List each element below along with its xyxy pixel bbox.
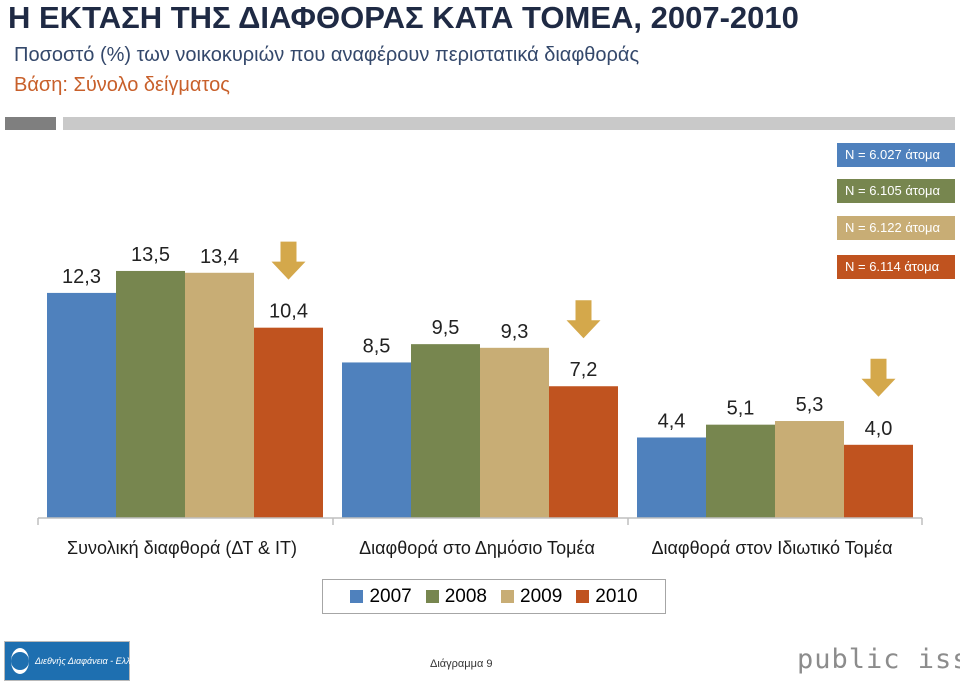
sample-size-2009: N = 6.122 άτομα [837, 216, 955, 240]
logo-left-text: Διεθνής Διαφάνεια - Ελλάς [35, 656, 140, 666]
data-label: 8,5 [363, 335, 391, 357]
data-label: 13,5 [131, 244, 170, 266]
legend-label: 2007 [369, 585, 412, 607]
sample-size-2010: N = 6.114 άτομα [837, 255, 955, 279]
bar-2010-1 [254, 327, 323, 518]
bar-2010-3 [844, 444, 913, 518]
down-arrow-icon [566, 300, 601, 339]
data-label: 5,3 [796, 394, 824, 416]
bar-2008-2 [411, 344, 480, 518]
bar-2008-3 [706, 424, 775, 518]
legend-swatch-2007 [350, 590, 364, 603]
legend-item-2008: 2008 [425, 585, 487, 608]
legend-item-2007: 2007 [350, 585, 412, 608]
bar-2010-2 [549, 386, 618, 518]
data-label: 5,1 [727, 398, 755, 420]
legend-item-2010: 2010 [576, 585, 638, 608]
header-divider-dark [5, 117, 56, 130]
bar-2009-1 [185, 272, 254, 518]
bar-2007-2 [342, 362, 411, 518]
public-issue-logo[interactable]: public issue [797, 644, 960, 675]
transparency-international-logo[interactable]: Διεθνής Διαφάνεια - Ελλάς [4, 641, 140, 681]
legend-label: 2009 [520, 585, 563, 607]
bar-2009-3 [775, 421, 844, 518]
data-label: 4,0 [865, 418, 893, 440]
category-label: Διαφθορά στον Ιδιωτικό Τομέα [652, 538, 893, 558]
data-label: 10,4 [269, 301, 308, 323]
category-label: Διαφθορά στο Δημόσιο Τομέα [359, 538, 595, 558]
header-divider-light [63, 117, 955, 130]
legend-swatch-2008 [425, 590, 439, 603]
legend-swatch-2010 [576, 590, 590, 603]
globe-icon [11, 648, 29, 674]
sample-base: Βάση: Σύνολο δείγματος [14, 74, 230, 96]
data-label: 13,4 [200, 246, 239, 268]
bar-2007-1 [47, 292, 116, 518]
category-label: Συνολική διαφθορά (ΔΤ & ΙΤ) [67, 538, 297, 558]
legend-swatch-2009 [501, 590, 514, 603]
sample-size-2008: N = 6.105 άτομα [837, 179, 955, 203]
legend-item-2009: 2009 [501, 586, 562, 608]
chart-subtitle: Ποσοστό (%) των νοικοκυριών που αναφέρου… [14, 44, 640, 66]
page-title: Η ΕΚΤΑΣΗ ΤΗΣ ΔΙΑΦΘΟΡΑΣ ΚΑΤΑ ΤΟΜΕΑ, 2007-… [8, 0, 799, 35]
data-label: 9,5 [432, 317, 460, 339]
diagram-label: Διάγραμμα 9 [430, 658, 493, 670]
legend-label: 2010 [595, 585, 638, 607]
chart-legend: 2007 2008 2009 2010 [322, 579, 666, 614]
legend-label: 2008 [444, 585, 487, 607]
sample-size-2007: N = 6.027 άτομα [837, 143, 955, 167]
data-label: 7,2 [570, 359, 598, 381]
bar-2007-3 [637, 437, 706, 518]
data-label: 12,3 [62, 266, 101, 288]
data-label: 9,3 [501, 321, 529, 343]
bar-2009-2 [480, 347, 549, 518]
down-arrow-icon [861, 358, 896, 397]
bar-2008-1 [116, 270, 185, 518]
down-arrow-icon [271, 241, 306, 280]
data-label: 4,4 [658, 410, 686, 432]
